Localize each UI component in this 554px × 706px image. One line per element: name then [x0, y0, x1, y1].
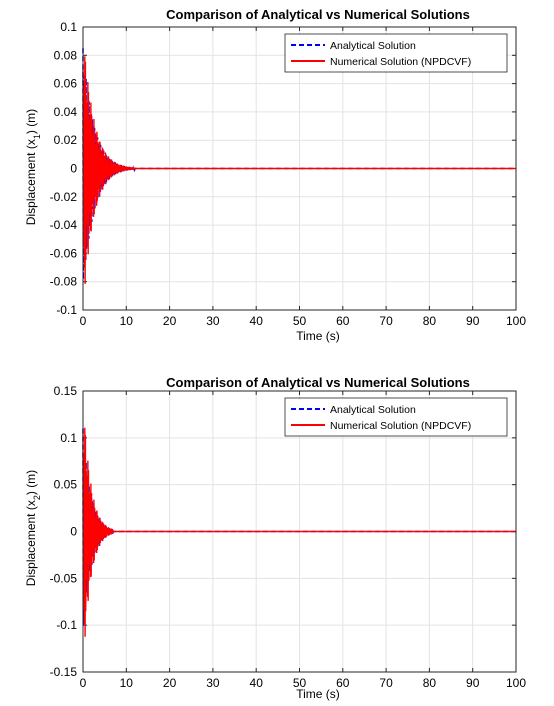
chart-1-axes-frame — [82, 26, 517, 311]
chart-2-y-tick-label-3: 0 — [70, 525, 77, 539]
chart-2-y-axis-label-subscript: 2 — [32, 495, 42, 500]
chart-1-y-axis-label-subscript: 1 — [32, 134, 42, 139]
chart-2-legend: Analytical Solution Numerical Solution (N… — [284, 397, 508, 437]
chart-2-y-axis-label-main: Displacement (x — [24, 500, 38, 586]
chart-1-y-axis-label-main: Displacement (x — [24, 139, 38, 225]
chart-2-y-tick-label-6: 0.15 — [54, 384, 78, 398]
chart-1-y-axis-label: Displacement (x1) (m) — [24, 109, 42, 225]
chart-2-y-tick-label-2: -0.05 — [50, 571, 78, 585]
chart-2-series-numerical-line — [82, 427, 516, 637]
chart-1-y-tick-label-1: -0.08 — [50, 275, 78, 289]
chart-2-x-ticks: 0 10 20 30 40 50 60 70 80 90 100 — [80, 391, 526, 690]
chart-2-y-tick-label-0: -0.15 — [50, 665, 78, 679]
chart-1-y-axis-label-tail: ) (m) — [24, 109, 38, 134]
chart-1-x-tick-label-10: 100 — [506, 314, 526, 328]
chart-1-x-tick-label-6: 60 — [336, 314, 350, 328]
chart-1-y-tick-label-0: -0.1 — [56, 303, 77, 317]
chart-1-legend-box — [284, 33, 508, 73]
chart-1-y-tick-label-5: 0 — [70, 162, 77, 176]
chart-1-y-tick-label-6: 0.02 — [54, 133, 78, 147]
chart-1-x-tick-label-8: 80 — [423, 314, 437, 328]
chart-2: 0 10 20 30 40 50 60 70 80 90 100 -0.15 -0.1 -0.05 0 0.… — [24, 375, 526, 701]
chart-1-x-ticks: 0 10 20 30 40 50 60 70 80 90 100 — [80, 27, 526, 328]
chart-1-y-tick-label-3: -0.04 — [50, 218, 78, 232]
chart-2-x-tick-label-8: 80 — [423, 676, 437, 690]
chart-1-y-tick-label-7: 0.04 — [54, 105, 78, 119]
chart-2-y-axis-label: Displacement (x2) (m) — [24, 470, 42, 586]
chart-2-series — [82, 427, 516, 637]
chart-2-x-tick-label-1: 10 — [120, 676, 134, 690]
chart-1-y-tick-label-10: 0.1 — [60, 20, 77, 34]
chart-1-x-tick-label-4: 40 — [250, 314, 264, 328]
chart-1-y-tick-label-4: -0.02 — [50, 190, 78, 204]
chart-2-x-tick-label-10: 100 — [506, 676, 526, 690]
chart-2-legend-box — [284, 397, 508, 437]
chart-2-legend-label-numerical: Numerical Solution (NPDCVF) — [330, 420, 471, 432]
chart-1-x-tick-label-1: 10 — [120, 314, 134, 328]
chart-1-legend-label-numerical: Numerical Solution (NPDCVF) — [330, 56, 471, 68]
chart-1-legend: Analytical Solution Numerical Solution (N… — [284, 33, 508, 73]
chart-2-y-ticks: -0.15 -0.1 -0.05 0 0.05 0.1 0.15 — [50, 384, 516, 679]
chart-1-y-tick-label-2: -0.06 — [50, 246, 78, 260]
chart-2-title: Comparison of Analytical vs Numerical So… — [166, 375, 470, 390]
chart-2-y-tick-label-4: 0.05 — [54, 478, 78, 492]
chart-1-y-ticks: -0.1 -0.08 -0.06 -0.04 -0.02 0 0.02 0.04 0.06 0.0… — [50, 20, 516, 317]
chart-1: 0 10 20 30 40 50 60 70 80 90 100 -0.1-0.08-0.06-0.… — [24, 7, 526, 343]
chart-2-y-tick-label-5: 0.1 — [60, 431, 77, 445]
chart-2-x-tick-label-7: 70 — [379, 676, 393, 690]
chart-1-y-tick-label-8: 0.06 — [54, 77, 78, 91]
chart-2-x-tick-label-5: 50 — [293, 676, 307, 690]
chart-1-series — [82, 48, 516, 284]
chart-2-x-tick-label-2: 20 — [163, 676, 177, 690]
chart-1-legend-label-analytical: Analytical Solution — [330, 40, 416, 52]
chart-2-y-axis-label-tail: ) (m) — [24, 470, 38, 495]
chart-1-x-tick-label-2: 20 — [163, 314, 177, 328]
chart-2-axes-frame — [82, 390, 517, 673]
chart-1-title: Comparison of Analytical vs Numerical So… — [166, 7, 470, 22]
chart-2-legend-label-analytical: Analytical Solution — [330, 404, 416, 416]
chart-1-x-tick-label-5: 50 — [293, 314, 307, 328]
chart-1-x-tick-label-3: 30 — [206, 314, 220, 328]
chart-1-x-tick-label-9: 90 — [466, 314, 480, 328]
chart-1-series-numerical-line — [82, 56, 516, 284]
chart-2-x-tick-label-9: 90 — [466, 676, 480, 690]
chart-2-x-tick-label-0: 0 — [80, 676, 87, 690]
chart-1-y-tick-label-9: 0.08 — [54, 48, 78, 62]
chart-1-x-axis-label: Time (s) — [296, 329, 340, 343]
chart-2-x-axis-label: Time (s) — [296, 687, 340, 701]
chart-2-x-tick-label-3: 30 — [206, 676, 220, 690]
chart-1-x-tick-label-7: 70 — [379, 314, 393, 328]
chart-1-x-tick-label-0: 0 — [80, 314, 87, 328]
chart-2-y-tick-label-1: -0.1 — [56, 618, 77, 632]
chart-2-x-tick-label-4: 40 — [250, 676, 264, 690]
chart-2-x-tick-label-6: 60 — [336, 676, 350, 690]
